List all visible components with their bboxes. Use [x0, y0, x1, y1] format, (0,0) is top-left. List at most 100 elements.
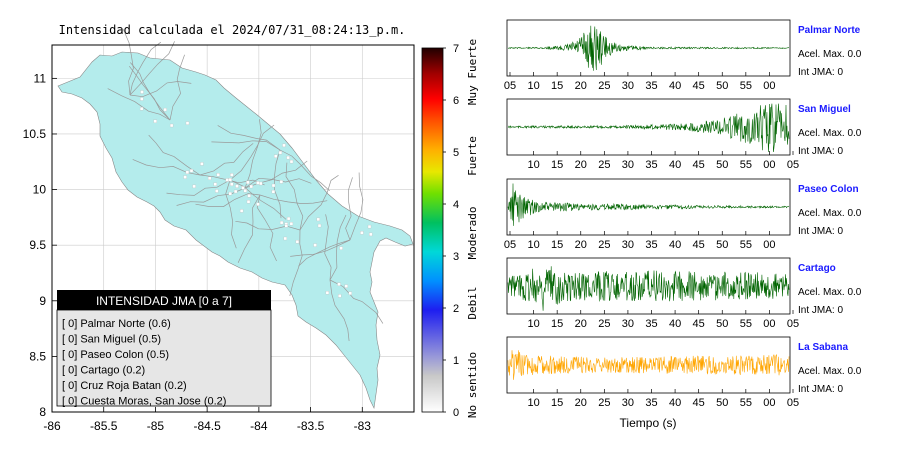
legend-header: INTENSIDAD JMA [0 a 7] [96, 294, 232, 308]
colorbar-ticks: 0 1 2 3 4 5 6 7 [443, 43, 459, 419]
colorbar-tick-label: 1 [453, 355, 459, 367]
station-marker [271, 183, 276, 188]
colorbar-tick-label: 0 [453, 407, 459, 419]
waveform-tick-label: 30 [622, 80, 634, 92]
station-acel: Acel. Max. 0.0 [798, 287, 862, 298]
station-marker [233, 189, 238, 194]
waveform-tick-label: 55 [740, 397, 752, 409]
waveform-tick-label: 15 [551, 318, 563, 330]
station-name: San Miguel [798, 104, 851, 115]
station-name: Palmar Norte [798, 25, 861, 36]
colorbar-tick-label: 3 [453, 251, 459, 263]
station-marker [230, 173, 234, 177]
waveform-tick-label: 45 [693, 397, 705, 409]
time-axis-label: Tiempo (s) [620, 416, 677, 430]
station-int: Int JMA: 0 [798, 305, 843, 316]
station-marker [279, 180, 284, 184]
station-marker [256, 181, 260, 185]
station-name: La Sabana [798, 342, 848, 353]
station-marker [274, 154, 278, 158]
map-y-tick-label: 9 [39, 294, 46, 308]
map-x-tick-label: -86 [43, 419, 61, 433]
road-line [259, 194, 328, 204]
map-x-tick-label: -84.5 [193, 419, 221, 433]
legend-item: [ 0] Paseo Colon (0.5) [62, 349, 169, 361]
station-marker [279, 220, 284, 225]
road-line [225, 179, 237, 249]
station-marker [313, 243, 317, 247]
colorbar-label: Muy Fuerte [466, 39, 479, 105]
waveform-tick-label: 25 [598, 397, 610, 409]
station-marker [286, 155, 290, 160]
road-line [199, 174, 265, 186]
legend-items: [ 0] Palmar Norte (0.6) [ 0] San Miguel (… [62, 318, 226, 408]
station-marker [286, 216, 291, 221]
station-marker [369, 232, 373, 237]
colorbar-label: Fuerte [466, 136, 479, 176]
map-x-tick-label: -85.5 [90, 419, 118, 433]
waveform-tick-label: 25 [598, 159, 610, 171]
station-marker [344, 284, 348, 288]
station-marker [325, 291, 330, 295]
station-marker [289, 159, 294, 164]
station-marker [295, 240, 300, 244]
waveform-tick-label: 05 [787, 397, 799, 409]
station-marker [239, 209, 244, 213]
road-line [289, 229, 303, 296]
map-x-tick-label: -83 [354, 419, 372, 433]
waveform-tick-label: 20 [575, 80, 587, 92]
colorbar-tick-label: 7 [453, 43, 459, 55]
waveform-tick-label: 50 [716, 318, 728, 330]
station-marker [256, 202, 260, 206]
waveform-tick-label: 40 [669, 239, 681, 251]
waveform-tick-label: 45 [693, 80, 705, 92]
waveform-tick-label: 50 [716, 159, 728, 171]
station-marker [337, 282, 341, 286]
road-line [195, 193, 261, 207]
road-line [176, 187, 246, 206]
waveform-panel: 05 10 15 20 25 30 35 40 45 50 55 00 Paseo Colon Acel.… [504, 178, 862, 251]
colorbar-labels: No sentido Debil Moderado Fuerte Muy Fuerte [466, 39, 479, 418]
road-line [329, 279, 350, 342]
road-line [132, 159, 201, 176]
station-marker [189, 169, 194, 173]
waveform-tick-label: 45 [693, 159, 705, 171]
station-marker [339, 246, 343, 250]
road-line [290, 239, 351, 257]
station-marker [225, 178, 229, 182]
station-acel: Acel. Max. 0.0 [798, 49, 862, 60]
map-y-tick-label: 9.5 [29, 238, 46, 252]
legend-item: [ 0] Palmar Norte (0.6) [62, 318, 171, 330]
waveform-tick-label: 25 [598, 80, 610, 92]
station-marker [348, 291, 352, 295]
station-marker [284, 224, 288, 228]
road-line [211, 140, 281, 151]
waveform-tick-label: 05 [504, 80, 516, 92]
station-marker [317, 223, 322, 228]
road-line [199, 143, 254, 176]
waveform-tick-label: 20 [575, 397, 587, 409]
station-marker [247, 194, 251, 198]
waveform-tick-label: 35 [645, 80, 657, 92]
station-marker [213, 182, 217, 186]
station-marker [360, 231, 364, 235]
station-marker [259, 181, 263, 186]
station-marker [185, 121, 190, 125]
waveform-panels: 05 10 15 20 25 30 35 40 45 50 55 00 Palmar Norte Acel… [504, 19, 862, 409]
colorbar-tick-label: 4 [453, 199, 459, 211]
waveform-tick-label: 00 [763, 80, 775, 92]
waveform-tick-label: 15 [551, 159, 563, 171]
waveform-tick-label: 30 [622, 318, 634, 330]
colorbar-tick-label: 2 [453, 303, 459, 315]
waveform-tick-label: 15 [551, 80, 563, 92]
station-int: Int JMA: 0 [798, 67, 843, 78]
waveform-tick-label: 55 [740, 159, 752, 171]
road-line [299, 175, 339, 231]
colorbar: 0 1 2 3 4 5 6 7 No sentido Debil Moderado Fuerte Mu… [421, 39, 479, 419]
road-line [298, 239, 351, 267]
station-acel: Acel. Max. 0.0 [798, 208, 862, 219]
waveform-tick-label: 50 [716, 397, 728, 409]
road-line [329, 279, 384, 324]
station-marker [246, 200, 251, 204]
waveform-tick-label: 40 [669, 318, 681, 330]
